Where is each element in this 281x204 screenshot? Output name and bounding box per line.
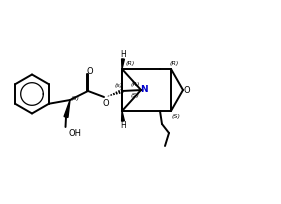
Polygon shape xyxy=(122,59,124,69)
Polygon shape xyxy=(64,100,70,118)
Text: (S): (S) xyxy=(131,93,140,98)
Text: H: H xyxy=(121,121,126,130)
Polygon shape xyxy=(122,111,124,121)
Text: O: O xyxy=(87,67,93,75)
Text: H: H xyxy=(121,51,126,60)
Text: N: N xyxy=(140,85,147,94)
Text: OH: OH xyxy=(69,130,81,139)
Text: (S): (S) xyxy=(171,114,180,120)
Text: (R): (R) xyxy=(126,61,135,66)
Text: (s): (s) xyxy=(115,83,123,88)
Text: O: O xyxy=(184,85,190,94)
Text: (R): (R) xyxy=(131,82,140,87)
Text: (S): (S) xyxy=(71,96,80,101)
Text: (R): (R) xyxy=(169,61,179,67)
Text: O: O xyxy=(102,99,109,108)
